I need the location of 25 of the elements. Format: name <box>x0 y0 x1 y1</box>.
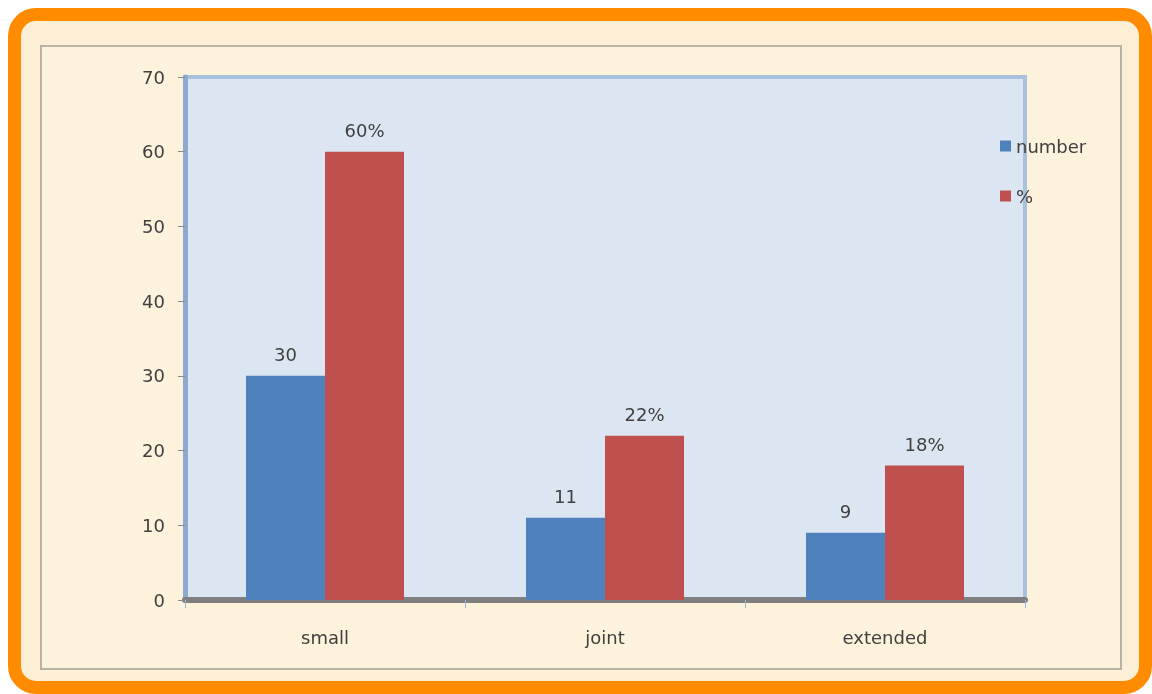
bar <box>605 435 684 600</box>
y-tick-label: 50 <box>142 215 165 237</box>
x-tick-label: extended <box>842 626 928 648</box>
data-label: 9 <box>839 501 852 523</box>
bar <box>325 151 404 600</box>
x-tick-label: small <box>301 626 349 648</box>
data-label: 11 <box>554 486 577 508</box>
y-tick-label: 70 <box>142 66 165 88</box>
legend-label: % <box>1016 185 1034 207</box>
legend-label: number <box>1016 135 1087 157</box>
bar <box>806 532 885 600</box>
y-tick-label: 0 <box>153 589 165 611</box>
y-tick-label: 30 <box>142 365 165 387</box>
data-label: 18% <box>904 434 945 456</box>
y-tick-label: 20 <box>142 440 165 462</box>
bar <box>246 375 325 600</box>
x-tick-label: joint <box>584 626 625 648</box>
bar <box>526 517 605 600</box>
y-tick-label: 60 <box>142 141 165 163</box>
data-label: 22% <box>624 404 665 426</box>
y-tick-label: 40 <box>142 290 165 312</box>
y-tick-label: 10 <box>142 514 165 536</box>
bar <box>885 465 964 600</box>
data-label: 60% <box>344 120 385 142</box>
data-label: 30 <box>274 344 297 366</box>
